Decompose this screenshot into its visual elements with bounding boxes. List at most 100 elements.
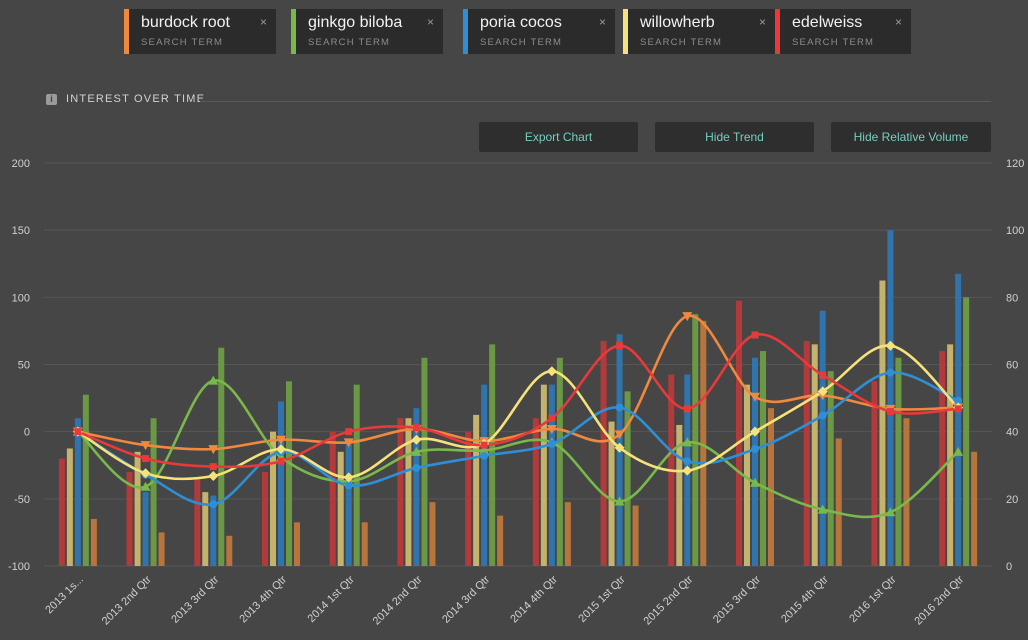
- trend-marker: [751, 445, 759, 454]
- search-term-burdock-root[interactable]: burdock root SEARCH TERM ×: [124, 9, 276, 54]
- y-right-tick-label: 60: [1006, 360, 1018, 372]
- volume-bar: [803, 340, 810, 566]
- trend-marker: [885, 507, 896, 517]
- volume-bar: [540, 384, 547, 566]
- hide-relative-volume-button[interactable]: Hide Relative Volume: [831, 122, 991, 152]
- volume-bar: [74, 418, 81, 566]
- grid-lines: [44, 162, 992, 567]
- x-tick-label: 2014 2nd Qtr: [371, 573, 425, 627]
- y-right-tick-label: 0: [1006, 561, 1012, 573]
- volume-bar: [887, 230, 894, 566]
- x-tick-label: 2015 4th Qtr: [779, 573, 831, 625]
- trend-marker: [344, 481, 353, 490]
- close-icon[interactable]: ×: [426, 15, 434, 29]
- search-term-label: SEARCH TERM: [640, 37, 723, 48]
- trend-marker: [343, 438, 354, 448]
- volume-bar: [811, 344, 818, 566]
- y-left-tick-label: 0: [24, 427, 30, 439]
- volume-bar: [226, 535, 233, 566]
- volume-bar: [947, 344, 954, 566]
- x-tick-label: 2015 3rd Qtr: [711, 573, 763, 625]
- x-tick-label: 2014 4th Qtr: [508, 573, 560, 625]
- volume-bar: [600, 340, 607, 566]
- search-term-name: poria cocos: [480, 14, 562, 31]
- volume-bar: [329, 431, 336, 566]
- trend-marker: [614, 430, 625, 440]
- y-left-tick-label: 200: [12, 158, 30, 170]
- trend-marker: [412, 424, 420, 432]
- volume-bar: [700, 320, 707, 566]
- volume-bar: [286, 381, 292, 566]
- volume-bar: [955, 273, 962, 566]
- trend-marker: [140, 468, 151, 479]
- volume-bar: [895, 357, 902, 566]
- search-term-label: SEARCH TERM: [480, 37, 563, 48]
- search-term-poria-cocos[interactable]: poria cocos SEARCH TERM ×: [463, 9, 615, 54]
- trend-marker: [547, 439, 556, 448]
- x-tick-label: 2014 3rd Qtr: [440, 573, 492, 625]
- trend-marker: [142, 455, 150, 463]
- trend-markers: [72, 312, 964, 517]
- volume-bar: [939, 351, 946, 566]
- volume-bar: [337, 451, 344, 566]
- trend-marker: [615, 403, 624, 412]
- hide-trend-button[interactable]: Hide Trend: [655, 122, 814, 152]
- volume-bar: [150, 418, 157, 566]
- trend-marker: [886, 408, 894, 416]
- volume-bar: [218, 347, 225, 566]
- trend-marker: [74, 428, 82, 436]
- search-term-name: ginkgo biloba: [308, 14, 403, 31]
- volume-bar: [429, 502, 436, 566]
- trend-marker: [208, 375, 219, 385]
- volume-bar: [971, 451, 978, 566]
- trend-marker: [209, 500, 218, 509]
- trend-marker: [683, 405, 691, 413]
- volume-bar: [481, 384, 488, 566]
- trend-marker: [817, 386, 828, 397]
- trend-marker: [208, 445, 219, 455]
- volume-bar: [676, 424, 683, 566]
- y-right-tick-label: 40: [1006, 427, 1018, 439]
- volume-bar: [202, 492, 209, 566]
- trend-marker: [750, 477, 760, 487]
- trend-marker: [480, 451, 489, 460]
- close-icon[interactable]: ×: [598, 15, 606, 29]
- volume-bar: [752, 357, 758, 566]
- close-icon[interactable]: ×: [758, 15, 766, 29]
- volume-bar: [624, 391, 631, 566]
- volume-bar: [632, 505, 639, 566]
- trend-marker: [276, 444, 286, 455]
- volume-bar: [903, 418, 910, 566]
- volume-bar: [90, 518, 97, 566]
- volume-bar: [158, 532, 165, 566]
- volume-bar: [413, 408, 420, 566]
- volume-bar: [58, 458, 65, 566]
- export-chart-button[interactable]: Export Chart: [479, 122, 638, 152]
- y-left-tick-label: -50: [14, 494, 30, 506]
- x-tick-label: 2015 2nd Qtr: [642, 573, 696, 627]
- volume-bar: [262, 471, 268, 566]
- search-term-willowherb[interactable]: willowherb SEARCH TERM ×: [623, 9, 775, 54]
- volume-bar: [744, 384, 750, 566]
- search-term-name: willowherb: [640, 14, 715, 31]
- x-tick-label: 2016 2nd Qtr: [912, 573, 966, 627]
- search-terms-bar: burdock root SEARCH TERM × ginkgo biloba…: [124, 9, 924, 54]
- trend-marker: [682, 312, 693, 322]
- volume-bar: [82, 394, 89, 566]
- close-icon[interactable]: ×: [259, 15, 267, 29]
- volume-bar: [473, 414, 480, 566]
- trend-line: [77, 314, 959, 451]
- close-icon[interactable]: ×: [894, 15, 902, 29]
- trend-marker: [480, 441, 488, 449]
- search-term-edelweiss[interactable]: edelweiss SEARCH TERM ×: [775, 9, 911, 54]
- volume-bar: [126, 471, 133, 566]
- trend-marker: [819, 371, 827, 379]
- search-term-ginkgo-biloba[interactable]: ginkgo biloba SEARCH TERM ×: [291, 9, 443, 54]
- trend-marker: [411, 446, 422, 456]
- y-right-tick-label: 20: [1006, 494, 1018, 506]
- search-term-label: SEARCH TERM: [308, 37, 391, 48]
- volume-bar: [548, 384, 555, 566]
- trend-marker: [750, 392, 760, 402]
- volume-bar: [760, 351, 766, 566]
